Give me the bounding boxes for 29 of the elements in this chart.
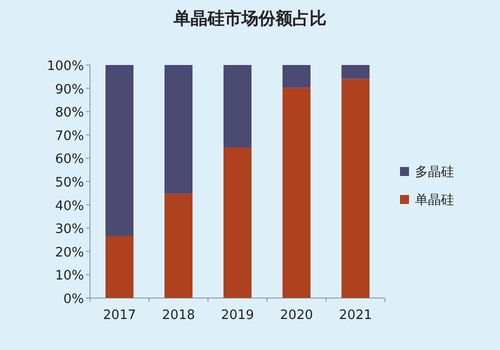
x-tick-label: 2020 [280, 308, 314, 323]
y-tick-label: 10% [55, 268, 84, 284]
bar [342, 65, 370, 79]
bar [224, 147, 252, 298]
x-tick-label: 2018 [162, 308, 196, 323]
y-tick-label: 100% [46, 59, 84, 74]
bar [342, 78, 370, 298]
y-tick-label: 60% [55, 152, 84, 168]
y-tick-label: 70% [55, 128, 84, 144]
y-tick-label: 90% [55, 82, 84, 98]
chart-title: 单晶硅市场份额占比 [172, 9, 326, 29]
y-tick-label: 50% [55, 176, 84, 190]
legend-label: 单晶硅 [415, 193, 454, 208]
bar [164, 194, 192, 298]
x-tick-label: 2021 [338, 308, 372, 323]
bar [224, 65, 252, 148]
bar [282, 88, 310, 298]
bar [106, 65, 134, 236]
bar [282, 65, 310, 88]
y-tick-label: 80% [55, 106, 84, 121]
y-tick-label: 0% [63, 292, 84, 307]
y-tick-label: 30% [55, 222, 84, 238]
legend-label: 多晶硅 [415, 165, 454, 180]
x-tick-label: 2019 [220, 308, 254, 323]
y-tick-label: 40% [55, 198, 84, 214]
y-tick-label: 20% [55, 245, 84, 260]
x-tick-label: 2017 [102, 308, 136, 323]
bar [164, 65, 192, 194]
bar [106, 236, 134, 298]
